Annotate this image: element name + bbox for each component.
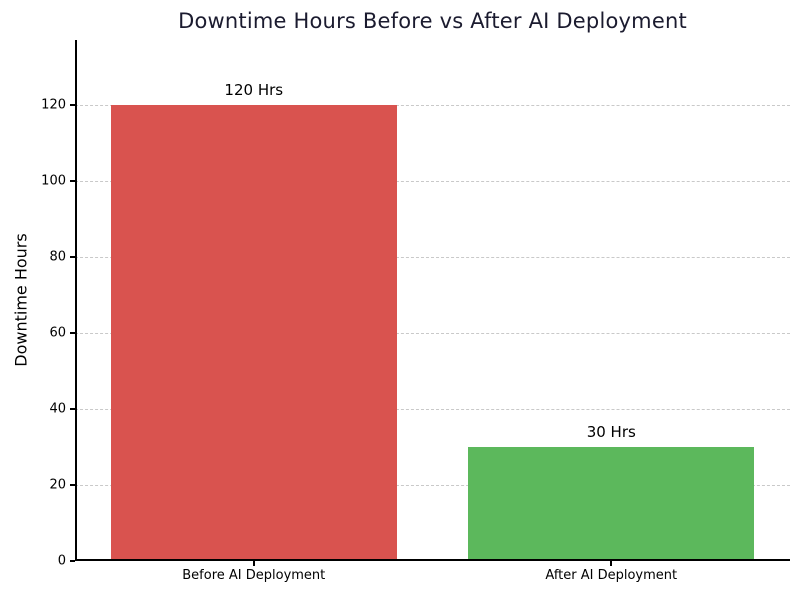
- y-tick-mark: [70, 255, 75, 258]
- bar-value-label: 120 Hrs: [224, 80, 284, 99]
- chart-title: Downtime Hours Before vs After AI Deploy…: [178, 9, 687, 33]
- x-tick-label-before: Before AI Deployment: [182, 568, 326, 583]
- gridline-y-40: [75, 408, 790, 410]
- y-tick-mark: [70, 331, 75, 334]
- bar-after: [468, 446, 755, 561]
- y-tick-label: 60: [49, 325, 66, 341]
- y-tick-label: 100: [41, 173, 66, 189]
- y-tick-mark: [70, 407, 75, 410]
- y-tick-mark: [70, 103, 75, 106]
- gridline-y-100: [75, 180, 790, 182]
- y-tick-label: 120: [41, 97, 66, 113]
- gridline-y-20: [75, 484, 790, 486]
- y-tick-mark: [70, 483, 75, 486]
- y-tick-mark: [70, 560, 75, 562]
- y-tick-label: 80: [49, 249, 66, 265]
- x-tick-label-after: After AI Deployment: [545, 568, 678, 583]
- gridline-y-80: [75, 256, 790, 258]
- bar-value-label: 30 Hrs: [586, 422, 636, 441]
- y-tick-label: 0: [57, 553, 66, 569]
- bar-before: [110, 104, 397, 561]
- y-tick-label: 20: [49, 477, 66, 493]
- x-tick-mark: [252, 561, 255, 566]
- gridline-y-120: [75, 104, 790, 106]
- x-axis-line: [75, 559, 790, 561]
- gridline-y-60: [75, 332, 790, 334]
- y-tick-mark: [70, 179, 75, 182]
- y-tick-label: 40: [49, 401, 66, 417]
- y-axis-line: [75, 40, 77, 561]
- plot-area: 120 Hrs 30 Hrs: [75, 40, 790, 561]
- x-tick-mark: [610, 561, 613, 566]
